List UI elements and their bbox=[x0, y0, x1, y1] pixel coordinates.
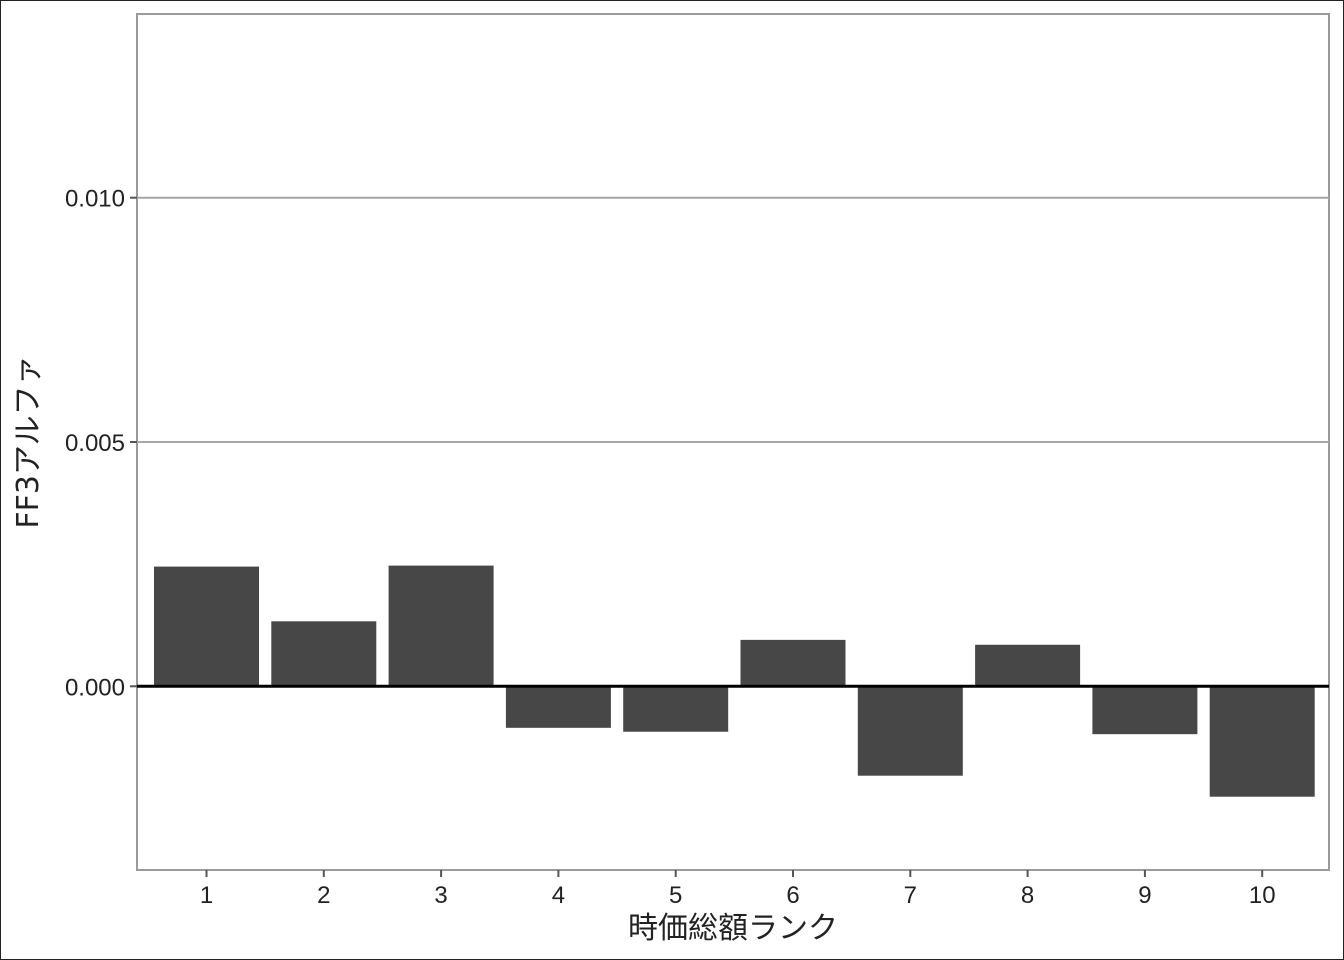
bar-9 bbox=[1092, 686, 1198, 735]
bar-10 bbox=[1209, 686, 1315, 797]
bar-8 bbox=[975, 644, 1081, 687]
x-tick-label: 7 bbox=[904, 882, 917, 909]
bar-1 bbox=[154, 566, 259, 687]
x-axis-title: 時価総額ランク bbox=[628, 911, 838, 946]
y-tick-label: 0.000 bbox=[65, 674, 125, 701]
gridlines bbox=[137, 196, 1329, 443]
x-tick-label: 8 bbox=[1021, 882, 1034, 909]
bar-6 bbox=[740, 639, 846, 687]
bars bbox=[154, 565, 1315, 797]
x-axis-ticks: 1 2 3 4 5 6 7 8 9 10 bbox=[200, 870, 1276, 909]
x-tick-label: 10 bbox=[1249, 882, 1276, 909]
y-axis-ticks: 0.000 0.005 0.010 bbox=[65, 186, 137, 701]
x-tick-label: 6 bbox=[786, 882, 799, 909]
x-tick-label: 9 bbox=[1138, 882, 1151, 909]
x-tick-label: 2 bbox=[317, 882, 330, 909]
bar-3 bbox=[388, 565, 494, 687]
y-tick-label: 0.005 bbox=[65, 430, 125, 457]
x-tick-label: 4 bbox=[552, 882, 565, 909]
x-tick-label: 3 bbox=[434, 882, 447, 909]
x-tick-label: 5 bbox=[669, 882, 682, 909]
bar-7 bbox=[857, 686, 963, 776]
y-tick-label: 0.010 bbox=[65, 186, 125, 213]
y-axis-title: FF3アルファ bbox=[11, 355, 46, 528]
bar-5 bbox=[623, 686, 729, 732]
x-tick-label: 1 bbox=[200, 882, 213, 909]
bar-2 bbox=[271, 621, 377, 687]
bar-4 bbox=[505, 686, 611, 728]
